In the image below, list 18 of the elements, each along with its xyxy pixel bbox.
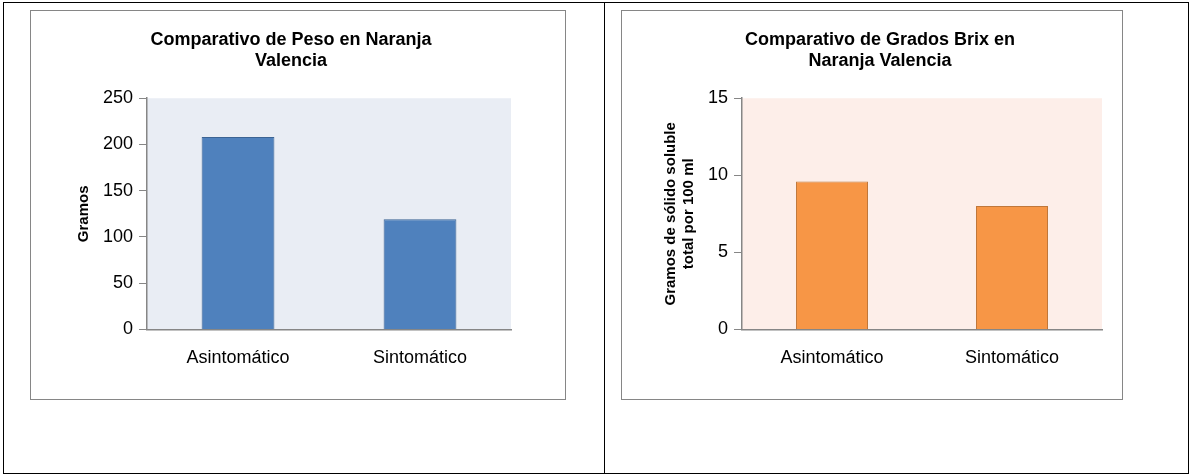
y-axis-title: Gramos [74,185,92,243]
y-tick-label: 100 [102,225,134,246]
y-tick-label: 0 [718,318,729,339]
y-axis-title: Gramos de sólido soluble total por 100 ml [661,122,697,306]
chart-title: Comparativo de Peso en Naranja Valencia [150,28,433,71]
y-tick-label: 5 [718,241,729,262]
y-tick-label: 0 [123,318,134,339]
chart-title: Comparativo de Grados Brix en Naranja Valencia [744,28,1016,71]
y-tick-label: 10 [707,164,729,185]
x-tick-label: Sintomático [964,347,1060,368]
y-tick-label: 15 [707,87,729,108]
x-tick-label: Asintomático [780,347,884,368]
y-tick-label: 150 [102,179,134,200]
x-tick-label: Asintomático [186,347,290,368]
y-tick-label: 50 [113,272,134,293]
y-tick-label: 200 [102,133,134,154]
y-tick-label: 250 [102,87,134,108]
x-tick-label: Sintomático [372,347,468,368]
